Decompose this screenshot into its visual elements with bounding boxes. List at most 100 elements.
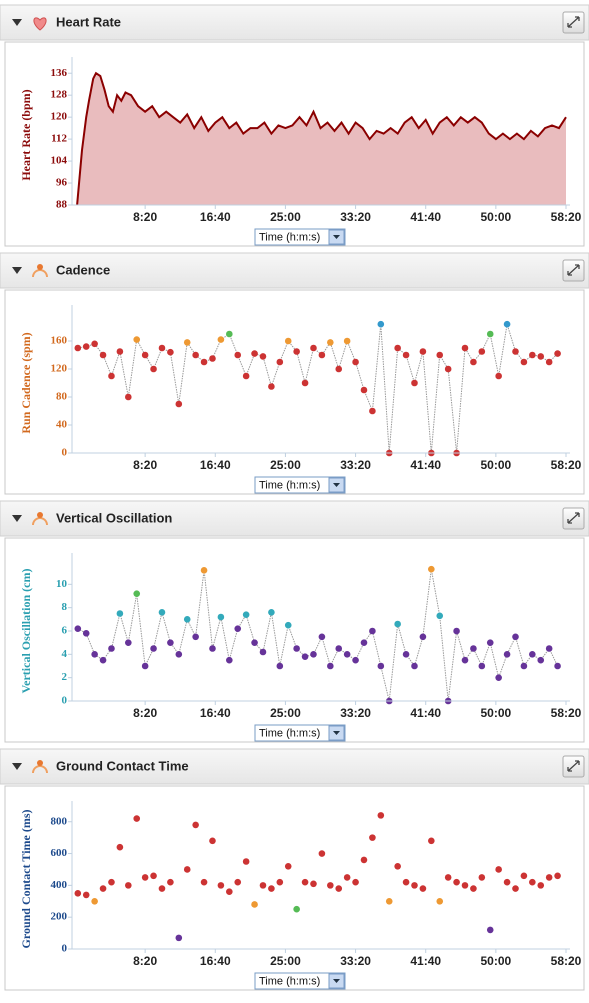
point: [226, 330, 233, 338]
point: [209, 645, 216, 652]
point: [503, 320, 511, 328]
point: [411, 882, 418, 889]
point: [217, 882, 225, 889]
y-tick-label: 112: [51, 133, 67, 145]
point: [394, 862, 401, 870]
point: [74, 344, 82, 352]
point: [470, 885, 477, 892]
point: [99, 656, 107, 664]
point: [394, 620, 401, 628]
point: [310, 880, 317, 888]
point: [116, 348, 124, 355]
x-tick-label: 50:00: [481, 706, 512, 720]
panel-title: Ground Contact Time: [56, 758, 189, 773]
expand-icon: [567, 512, 580, 524]
y-tick-label: 0: [62, 695, 68, 707]
heart-icon: [33, 17, 47, 31]
point: [419, 633, 427, 641]
point: [436, 612, 444, 620]
x-axis-dropdown[interactable]: [254, 476, 346, 494]
x-tick-label: 41:40: [410, 210, 441, 224]
point: [478, 874, 486, 881]
x-axis-dropdown[interactable]: [254, 724, 346, 742]
point: [318, 633, 326, 641]
point: [318, 850, 326, 857]
point: [495, 866, 502, 873]
point: [251, 639, 258, 646]
point: [234, 625, 242, 632]
point: [74, 625, 82, 632]
point: [293, 905, 300, 913]
x-tick-label: 8:20: [133, 458, 157, 472]
point: [74, 890, 82, 897]
point: [183, 616, 191, 623]
point: [200, 878, 208, 886]
point: [335, 645, 343, 652]
point: [478, 348, 486, 355]
point: [453, 878, 460, 886]
point: [234, 351, 242, 359]
point: [91, 897, 98, 905]
point: [503, 651, 511, 658]
point: [183, 339, 191, 346]
point: [360, 386, 368, 394]
point: [301, 379, 309, 387]
point: [377, 812, 385, 819]
point: [251, 901, 258, 908]
point: [167, 878, 174, 886]
point: [419, 348, 427, 355]
y-tick-label: 800: [51, 815, 68, 827]
point: [318, 351, 326, 359]
point: [276, 358, 284, 366]
point: [343, 337, 351, 345]
x-tick-label: 58:20: [551, 954, 582, 968]
point: [108, 878, 115, 886]
point: [461, 344, 469, 352]
x-axis-dropdown[interactable]: [254, 228, 346, 246]
point: [276, 662, 284, 670]
y-tick-label: 96: [56, 177, 68, 189]
point: [141, 662, 149, 670]
point: [554, 350, 561, 357]
point: [284, 337, 292, 345]
point: [495, 674, 502, 681]
y-tick-label: 10: [56, 578, 68, 590]
point: [226, 888, 233, 896]
point: [529, 878, 536, 886]
connector-line: [77, 324, 558, 454]
y-tick-label: 200: [51, 911, 68, 923]
point: [91, 340, 98, 348]
point: [82, 630, 90, 637]
point: [158, 344, 166, 352]
point: [428, 837, 435, 845]
y-tick-label: 40: [56, 419, 68, 431]
point: [352, 358, 359, 366]
panel-header: [0, 500, 589, 537]
point: [125, 882, 132, 889]
x-tick-label: 16:40: [200, 954, 231, 968]
point: [82, 343, 90, 350]
point: [461, 656, 469, 664]
point: [360, 639, 368, 646]
y-tick-label: 104: [51, 155, 68, 167]
point: [411, 662, 418, 670]
x-axis-dropdown[interactable]: [254, 972, 346, 990]
point: [141, 874, 149, 881]
point: [167, 639, 174, 646]
point: [242, 611, 250, 618]
point: [192, 351, 199, 359]
y-axis-label: Ground Contact Time (ms): [19, 809, 33, 948]
y-tick-label: 120: [51, 363, 68, 375]
x-tick-label: 25:00: [270, 458, 301, 472]
collapse-toggle: [12, 515, 22, 522]
x-axis-label: Time (h:m:s): [259, 479, 320, 491]
point: [175, 934, 183, 942]
point: [301, 878, 309, 886]
point: [512, 885, 519, 892]
point: [369, 834, 376, 841]
x-tick-label: 8:20: [133, 706, 157, 720]
point: [377, 662, 385, 670]
point: [486, 330, 494, 338]
x-axis-label: Time (h:m:s): [259, 975, 320, 987]
